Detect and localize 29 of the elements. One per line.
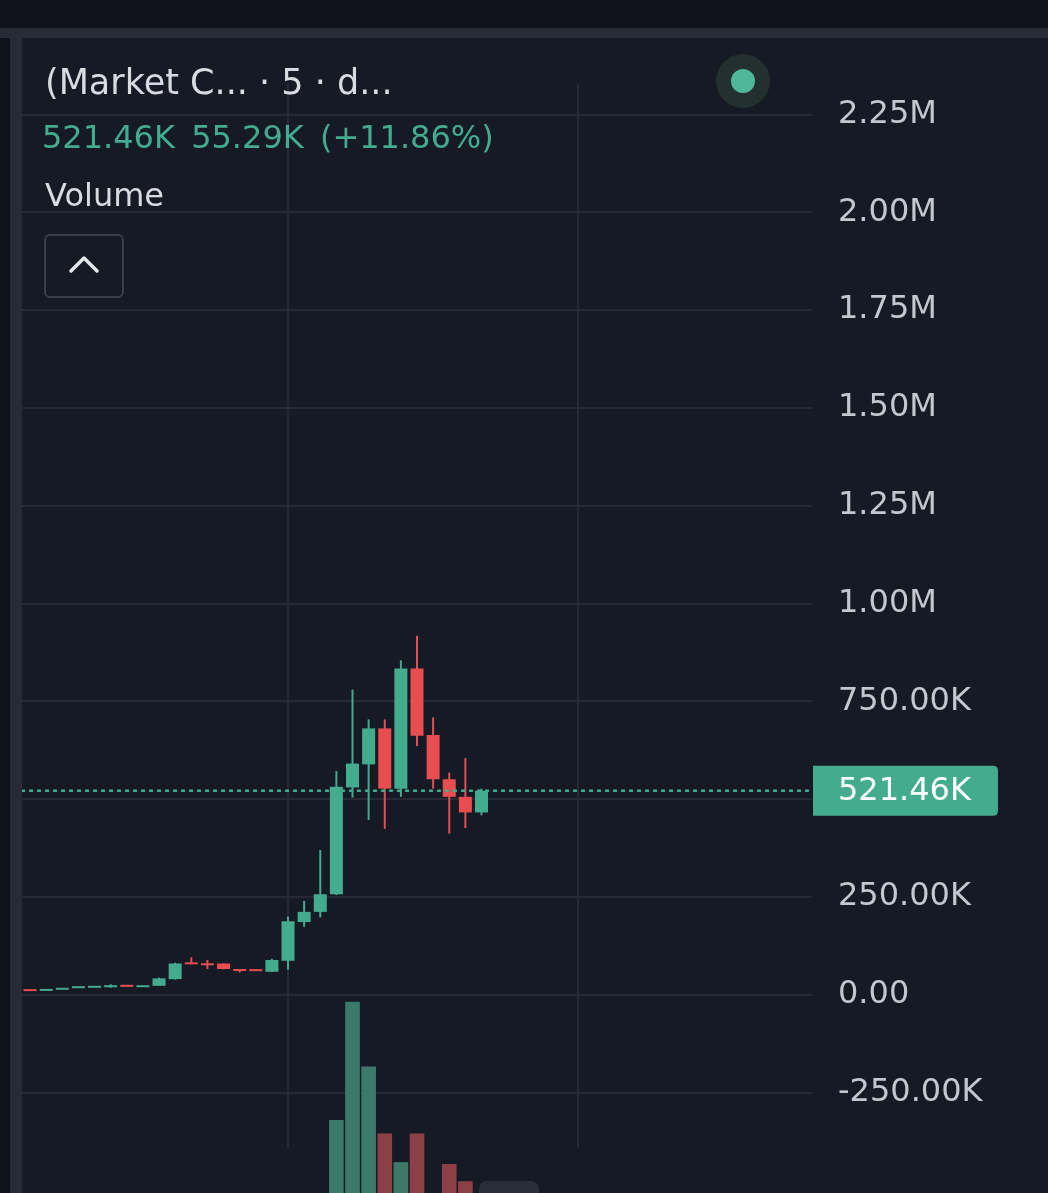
candlestick — [23, 989, 37, 992]
candlestick — [297, 899, 311, 928]
text: 521.46K 55.29K (+11.86%) — [42, 118, 494, 156]
candlestick — [313, 849, 327, 919]
candlestick — [71, 986, 85, 989]
bar — [393, 1162, 409, 1193]
candlestick — [442, 771, 456, 835]
ref-line-label: 521.46K — [838, 770, 972, 809]
bar — [409, 1133, 425, 1193]
y-tick-label: 1.50M — [838, 386, 937, 425]
y-tick-label: 750.00K — [838, 679, 972, 718]
y-tick-label: 0.00 — [838, 973, 910, 1012]
candlestick — [88, 985, 102, 988]
y-tick-label: 250.00K — [838, 875, 972, 914]
y-tick-label: 2.25M — [838, 92, 937, 131]
bar — [377, 1133, 393, 1193]
y-tick-label: 1.25M — [838, 484, 937, 523]
y-tick-label: -250.00K — [838, 1070, 984, 1109]
candlestick — [249, 969, 263, 972]
candlestick — [55, 987, 69, 990]
candlestick — [120, 984, 134, 987]
chart-title: Volume — [45, 176, 165, 214]
chart-title: (Market C... · 5 · d... — [45, 62, 393, 103]
y-tick-label: 1.00M — [838, 581, 937, 620]
candlestick — [458, 757, 472, 830]
candlestick — [136, 985, 150, 988]
y-tick-label: 2.00M — [838, 190, 937, 229]
candlestick — [39, 988, 53, 991]
y-tick-label: 1.75M — [838, 288, 937, 327]
